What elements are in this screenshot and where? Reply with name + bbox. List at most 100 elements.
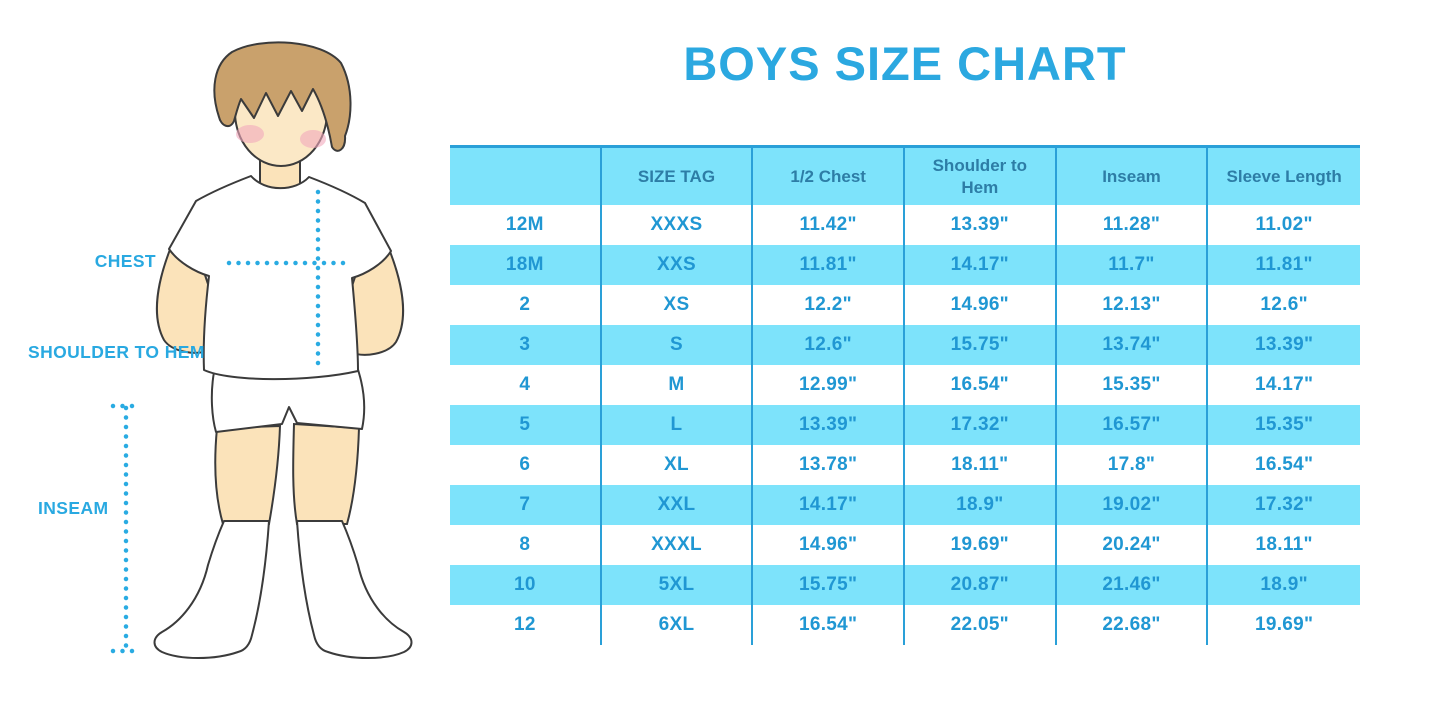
table-row: 18M XXS 11.81" 14.17" 11.7" 11.81"	[450, 245, 1360, 285]
value-cell: 14.17"	[753, 485, 905, 525]
value-cell: 20.87"	[905, 565, 1057, 605]
header-cell-inseam: Inseam	[1057, 148, 1209, 205]
value-cell: 17.32"	[1254, 494, 1314, 515]
value-cell: 14.17"	[905, 245, 1057, 285]
value-cell: 11.28"	[1057, 205, 1209, 245]
boy-sock-right	[296, 520, 413, 659]
value-cell: 17.8"	[1057, 445, 1209, 485]
value-cell: 16.54"	[753, 605, 905, 645]
value-cell: 14.17"	[1254, 374, 1314, 395]
value-cell: 13.39"	[905, 205, 1057, 245]
table-body: 12M XXXS 11.42" 13.39" 11.28" 11.02" 18M XXS 11.…	[450, 205, 1360, 645]
header-cell-shoulder-hem: Shoulder to Hem	[905, 148, 1057, 205]
header-cell-size-tag: SIZE TAG	[602, 148, 754, 205]
boy-measurement-figure	[110, 41, 413, 659]
value-cell: XXS	[602, 245, 754, 285]
value-cell: 13.74"	[1057, 325, 1209, 365]
value-cell: 12.6"	[753, 325, 905, 365]
value-cell: 22.05"	[905, 605, 1057, 645]
value-cell: 16.54"	[905, 365, 1057, 405]
boy-shorts	[205, 365, 366, 433]
value-cell: 20.24"	[1057, 525, 1209, 565]
size-cell: 12	[450, 605, 602, 645]
value-cell: 15.75"	[905, 325, 1057, 365]
table-row: 3 S 12.6" 15.75" 13.74" 13.39"	[450, 325, 1360, 365]
chest-label: CHEST	[94, 251, 156, 271]
value-cell: 13.39"	[753, 405, 905, 445]
value-cell: 14.96"	[753, 525, 905, 565]
blush-right	[300, 130, 326, 148]
value-cell: 12.6"	[1260, 294, 1308, 315]
value-cell: XXXL	[602, 525, 754, 565]
value-cell: 6XL	[602, 605, 754, 645]
table-row: 2 XS 12.2" 14.96" 12.13" 12.6"	[450, 285, 1360, 325]
size-cell: 10	[450, 565, 602, 605]
size-cell: 4	[450, 365, 602, 405]
value-cell: 11.02"	[1255, 214, 1313, 235]
value-cell: 12.2"	[753, 285, 905, 325]
size-cell: 6	[450, 445, 602, 485]
value-cell: 12.99"	[753, 365, 905, 405]
table-row: 6 XL 13.78" 18.11" 17.8" 16.54"	[450, 445, 1360, 485]
boy-hair	[213, 41, 352, 152]
value-cell: 19.69"	[905, 525, 1057, 565]
value-cell: 14.96"	[905, 285, 1057, 325]
table-row: 12M XXXS 11.42" 13.39" 11.28" 11.02"	[450, 205, 1360, 245]
size-cell: 7	[450, 485, 602, 525]
value-cell: 11.42"	[753, 205, 905, 245]
value-cell: M	[602, 365, 754, 405]
table-row: 10 5XL 15.75" 20.87" 21.46" 18.9"	[450, 565, 1360, 605]
boy-leg-left	[214, 424, 282, 525]
size-cell: 8	[450, 525, 602, 565]
boy-tshirt	[168, 175, 392, 381]
header-cell-blank	[450, 148, 602, 205]
value-cell: 11.81"	[1255, 254, 1313, 275]
value-cell: 15.35"	[1057, 365, 1209, 405]
value-cell: 11.81"	[753, 245, 905, 285]
boy-sock-left	[153, 520, 270, 659]
value-cell: 16.57"	[1057, 405, 1209, 445]
value-cell: 15.35"	[1254, 414, 1314, 435]
value-cell: S	[602, 325, 754, 365]
value-cell: XXL	[602, 485, 754, 525]
value-cell: 13.78"	[753, 445, 905, 485]
value-cell: 15.75"	[753, 565, 905, 605]
size-cell: 3	[450, 325, 602, 365]
size-cell: 5	[450, 405, 602, 445]
value-cell: 19.02"	[1057, 485, 1209, 525]
value-cell: XXXS	[602, 205, 754, 245]
value-cell: 13.39"	[1254, 334, 1314, 355]
value-cell: 18.11"	[905, 445, 1057, 485]
value-cell: 19.69"	[1254, 614, 1314, 635]
table-row: 4 M 12.99" 16.54" 15.35" 14.17"	[450, 365, 1360, 405]
inseam-label: INSEAM	[38, 498, 109, 518]
value-cell: 5XL	[602, 565, 754, 605]
size-table: SIZE TAG 1/2 Chest Shoulder to Hem Insea…	[450, 145, 1360, 645]
table-row: 5 L 13.39" 17.32" 16.57" 15.35"	[450, 405, 1360, 445]
table-row: 8 XXXL 14.96" 19.69" 20.24" 18.11"	[450, 525, 1360, 565]
size-cell: 2	[450, 285, 602, 325]
value-cell: 18.11"	[1255, 534, 1313, 555]
value-cell: XL	[602, 445, 754, 485]
table-row: 12 6XL 16.54" 22.05" 22.68" 19.69"	[450, 605, 1360, 645]
header-cell-sleeve-length: Sleeve Length	[1226, 166, 1342, 186]
blush-left	[236, 125, 264, 143]
value-cell: 16.54"	[1254, 454, 1314, 475]
page-title: BOYS SIZE CHART	[683, 37, 1127, 90]
value-cell: 12.13"	[1057, 285, 1209, 325]
value-cell: L	[602, 405, 754, 445]
size-cell: 18M	[450, 245, 602, 285]
value-cell: 17.32"	[905, 405, 1057, 445]
header-cell-half-chest: 1/2 Chest	[753, 148, 905, 205]
table-row: 7 XXL 14.17" 18.9" 19.02" 17.32"	[450, 485, 1360, 525]
boy-leg-right	[292, 422, 361, 525]
value-cell: 21.46"	[1057, 565, 1209, 605]
value-cell: 11.7"	[1057, 245, 1209, 285]
value-cell: 18.9"	[905, 485, 1057, 525]
value-cell: XS	[602, 285, 754, 325]
value-cell: 22.68"	[1057, 605, 1209, 645]
value-cell: 18.9"	[1260, 574, 1308, 595]
size-cell: 12M	[450, 205, 602, 245]
shoulder-to-hem-label: SHOULDER TO HEM	[28, 342, 205, 362]
